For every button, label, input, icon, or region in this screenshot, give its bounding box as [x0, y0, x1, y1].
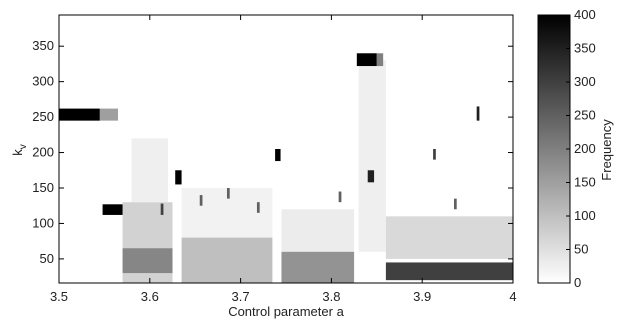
heat-cell — [281, 209, 355, 252]
heat-cell — [281, 251, 355, 283]
colorbar-tick-label: 150 — [574, 175, 596, 190]
plot-frame — [58, 14, 514, 284]
x-tick-label: 3.7 — [232, 289, 250, 304]
x-tick-label: 3.6 — [141, 289, 159, 304]
x-tick-label: 4 — [509, 289, 516, 304]
y-tick-label: 300 — [32, 74, 54, 89]
y-tick-label: 150 — [32, 180, 54, 195]
heat-cell — [385, 216, 513, 259]
x-axis-label: Control parameter a — [228, 304, 344, 319]
x-tick-label: 3.9 — [413, 289, 431, 304]
heat-cell — [367, 170, 375, 183]
heat-cell — [181, 237, 273, 283]
colorbar-tick-label: 300 — [574, 74, 596, 89]
colorbar-tick-label: 350 — [574, 41, 596, 56]
heat-cell — [99, 108, 119, 121]
heat-cell — [376, 53, 384, 67]
colorbar-tick-label: 200 — [574, 141, 596, 156]
heat-cell — [226, 187, 230, 199]
heat-cell — [275, 149, 281, 162]
heat-cell — [175, 170, 182, 185]
heat-cell — [122, 248, 173, 274]
colorbar-tick-label: 250 — [574, 108, 596, 123]
colorbar-tick-label: 0 — [574, 275, 581, 290]
heat-cell — [59, 108, 100, 121]
y-tick-label: 250 — [32, 109, 54, 124]
colorbar-tick-label: 400 — [574, 7, 596, 22]
heat-cell — [338, 191, 342, 203]
colorbar-tick-label: 50 — [574, 242, 588, 257]
y-label-main: k — [10, 149, 25, 156]
x-tick-label: 3.8 — [322, 289, 340, 304]
colorbar-label: Frequency — [599, 119, 614, 181]
heat-cell — [385, 262, 513, 281]
y-tick-label: 100 — [32, 215, 54, 230]
heat-cell — [199, 195, 203, 206]
colorbar-tick-label: 100 — [574, 208, 596, 223]
heat-cell — [453, 198, 457, 210]
heat-cell — [102, 204, 123, 215]
y-label-sub: v — [18, 144, 29, 149]
colorbar — [537, 14, 571, 284]
y-tick-label: 50 — [40, 251, 54, 266]
heat-cell — [131, 138, 168, 203]
heat-cell — [356, 53, 377, 67]
y-tick-label: 200 — [32, 145, 54, 160]
y-tick-label: 350 — [32, 38, 54, 53]
heat-cell — [433, 149, 436, 160]
heat-cell — [256, 202, 260, 213]
heat-cell — [160, 203, 164, 215]
y-axis-label: kv — [10, 144, 29, 156]
x-tick-label: 3.5 — [50, 289, 68, 304]
heat-cell — [476, 106, 480, 121]
heat-cell — [358, 60, 386, 252]
